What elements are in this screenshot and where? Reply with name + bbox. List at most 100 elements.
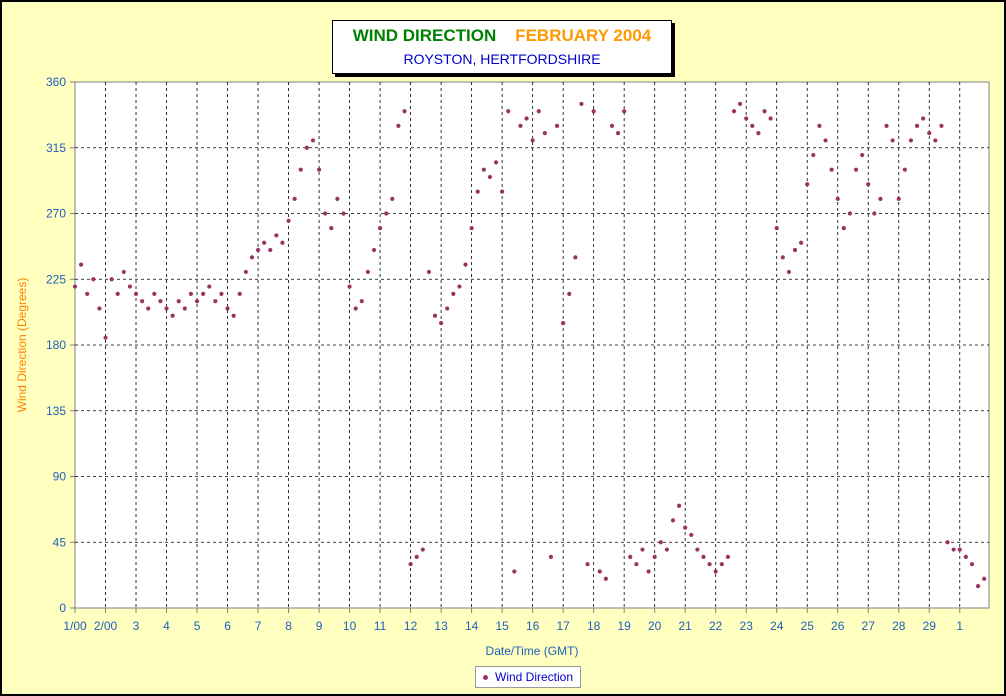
- data-point: [756, 131, 761, 136]
- data-point: [341, 211, 346, 216]
- x-tick-label: 3: [133, 619, 140, 633]
- data-point: [188, 291, 194, 296]
- data-point: [323, 211, 328, 216]
- data-point: [902, 167, 907, 172]
- data-point: [890, 138, 895, 143]
- data-point: [921, 116, 926, 121]
- data-point: [359, 299, 364, 304]
- data-point: [676, 503, 682, 508]
- data-point: [744, 116, 749, 121]
- data-point: [969, 562, 975, 567]
- data-point: [908, 138, 914, 143]
- data-point: [481, 167, 486, 172]
- data-point: [805, 182, 810, 187]
- data-point: [585, 562, 590, 567]
- chart-title-box: WIND DIRECTION FEBRUARY 2004 ROYSTON, HE…: [332, 20, 672, 74]
- data-point: [390, 196, 395, 201]
- data-point: [518, 123, 523, 128]
- data-points: [72, 101, 987, 589]
- data-point: [402, 109, 407, 114]
- data-point: [622, 109, 627, 114]
- data-point: [103, 335, 108, 340]
- data-point: [420, 547, 425, 552]
- x-tick-label: 10: [343, 619, 357, 633]
- data-point: [725, 554, 730, 559]
- data-point: [615, 131, 621, 136]
- data-point: [927, 131, 932, 136]
- x-tick-label: 1/00: [63, 619, 87, 633]
- data-point: [982, 576, 987, 581]
- data-point: [158, 299, 163, 304]
- data-point: [597, 569, 602, 574]
- data-point: [713, 569, 718, 574]
- chart-title: WIND DIRECTION FEBRUARY 2004: [333, 26, 671, 46]
- data-point: [371, 247, 377, 253]
- data-point: [896, 196, 901, 201]
- chart-title-month: FEBRUARY 2004: [515, 26, 652, 45]
- data-point: [914, 123, 920, 128]
- data-point: [530, 138, 535, 143]
- data-point: [396, 123, 401, 128]
- data-point: [933, 138, 938, 143]
- x-tick-label: 6: [224, 619, 231, 633]
- data-point: [689, 532, 694, 538]
- data-point: [457, 284, 462, 289]
- data-point: [853, 167, 859, 172]
- data-point: [957, 547, 962, 552]
- data-point: [628, 554, 633, 559]
- data-point: [591, 109, 596, 114]
- data-point: [683, 525, 688, 530]
- data-point: [512, 569, 517, 574]
- data-point: [463, 262, 468, 267]
- x-tick-label: 19: [617, 619, 631, 633]
- data-point: [127, 284, 133, 289]
- data-point: [750, 123, 755, 128]
- data-point: [817, 123, 822, 128]
- data-point: [255, 247, 261, 253]
- x-tick-label: 21: [679, 619, 693, 633]
- data-point: [799, 240, 804, 245]
- y-tick-label: 45: [53, 535, 67, 549]
- data-point: [640, 547, 645, 552]
- x-tick-label: 8: [285, 619, 292, 633]
- data-point: [768, 116, 773, 121]
- x-tick-label: 9: [316, 619, 323, 633]
- data-point: [310, 138, 316, 143]
- data-point: [536, 109, 541, 114]
- data-point: [762, 109, 767, 114]
- data-point: [298, 167, 303, 172]
- y-tick-label: 90: [53, 470, 67, 484]
- x-tick-label: 16: [526, 619, 540, 633]
- data-point: [72, 284, 78, 289]
- data-point: [213, 299, 218, 304]
- x-tick-label: 7: [255, 619, 262, 633]
- y-tick-label: 315: [46, 141, 66, 155]
- data-point: [670, 518, 676, 523]
- y-tick-label: 135: [46, 404, 66, 418]
- x-tick-label: 17: [556, 619, 570, 633]
- x-tick-label: 18: [587, 619, 601, 633]
- x-tick-label: 22: [709, 619, 723, 633]
- data-point: [262, 240, 267, 245]
- data-point: [286, 218, 291, 223]
- data-point: [432, 313, 438, 318]
- data-point: [646, 569, 651, 574]
- x-tick-label: 24: [770, 619, 784, 633]
- legend-label: Wind Direction: [495, 670, 574, 684]
- data-point: [786, 269, 792, 275]
- legend: Wind Direction: [475, 666, 581, 688]
- data-point: [365, 269, 370, 275]
- data-point: [91, 277, 96, 282]
- data-point: [231, 313, 236, 318]
- data-point: [115, 291, 120, 296]
- chart-subtitle: ROYSTON, HERTFORDSHIRE: [403, 51, 601, 67]
- data-point: [609, 123, 615, 128]
- data-point: [194, 299, 200, 304]
- data-point: [652, 554, 657, 559]
- data-point: [384, 211, 389, 216]
- data-point: [225, 306, 230, 311]
- data-point: [567, 291, 572, 296]
- x-tick-label: 20: [648, 619, 662, 633]
- data-point: [975, 583, 981, 589]
